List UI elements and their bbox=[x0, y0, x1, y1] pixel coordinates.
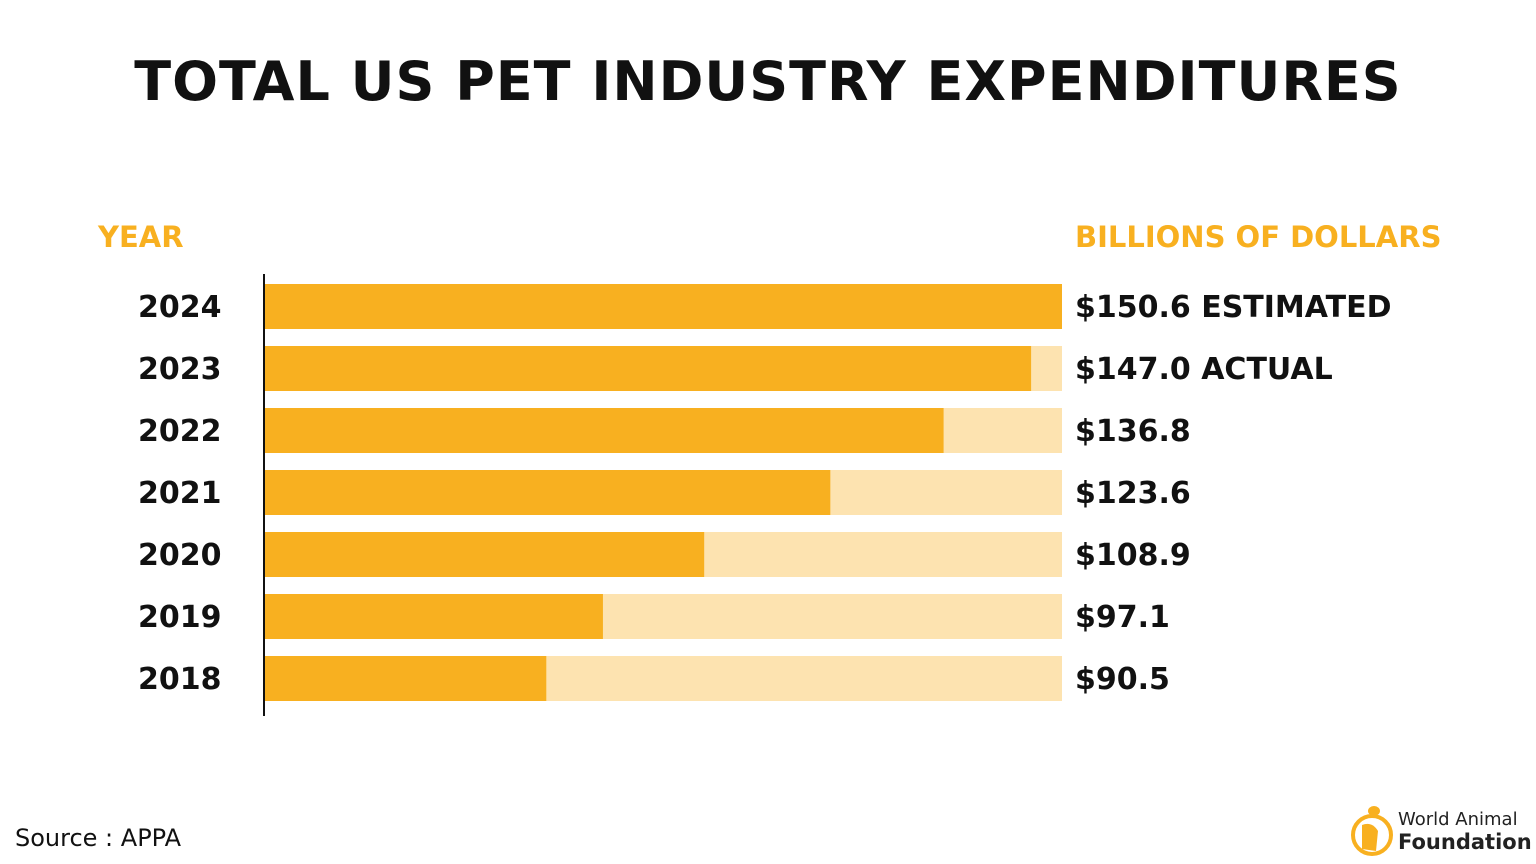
value-label: $147.0 ACTUAL bbox=[1075, 352, 1333, 387]
bar-2023 bbox=[264, 346, 1032, 391]
value-label: $150.6 ESTIMATED bbox=[1075, 290, 1392, 325]
bar-2019 bbox=[264, 594, 603, 639]
logo-line2: Foundation bbox=[1398, 830, 1532, 854]
logo: World Animal Foundation bbox=[1350, 803, 1536, 859]
year-label: 2021 bbox=[138, 476, 222, 511]
year-label: 2020 bbox=[138, 538, 222, 573]
logo-line1: World Animal bbox=[1398, 809, 1518, 830]
value-header: BILLIONS OF DOLLARS bbox=[1075, 220, 1442, 254]
year-label: 2022 bbox=[138, 414, 222, 449]
animal-logo-icon bbox=[1351, 806, 1393, 856]
bar-2021 bbox=[264, 470, 831, 515]
chart-title: TOTAL US PET INDUSTRY EXPENDITURES bbox=[134, 50, 1402, 113]
bar-2020 bbox=[264, 532, 705, 577]
year-header: YEAR bbox=[98, 220, 184, 254]
value-label: $108.9 bbox=[1075, 538, 1191, 573]
year-label: 2019 bbox=[138, 600, 222, 635]
source-note: Source : APPA bbox=[15, 824, 182, 852]
value-label: $123.6 bbox=[1075, 476, 1191, 511]
year-label: 2018 bbox=[138, 662, 222, 697]
bar-2024 bbox=[264, 284, 1062, 329]
value-label: $136.8 bbox=[1075, 414, 1191, 449]
bar-2022 bbox=[264, 408, 944, 453]
year-label: 2024 bbox=[138, 290, 222, 325]
value-label: $90.5 bbox=[1075, 662, 1170, 697]
bar-2018 bbox=[264, 656, 547, 701]
year-label: 2023 bbox=[138, 352, 222, 387]
value-label: $97.1 bbox=[1075, 600, 1170, 635]
